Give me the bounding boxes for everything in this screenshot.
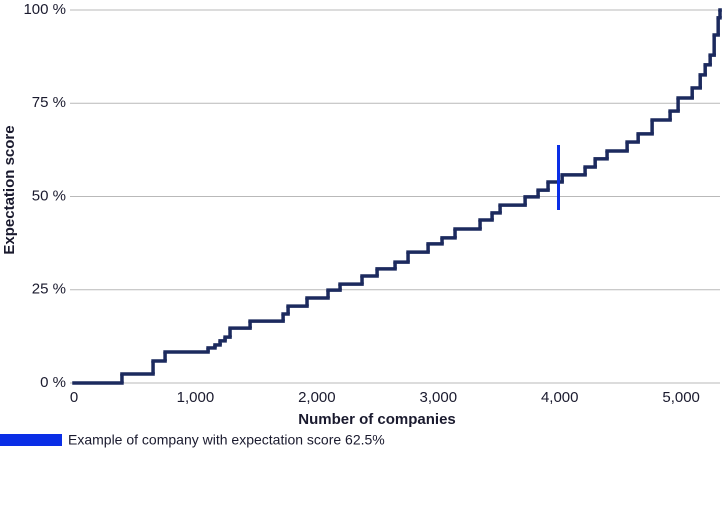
y-tick-label: 0 %: [40, 374, 66, 391]
x-tick-label: 5,000: [662, 389, 700, 406]
y-tick-label: 50 %: [32, 187, 66, 204]
y-tick-label: 100 %: [23, 1, 66, 18]
y-tick-label: 75 %: [32, 94, 66, 111]
legend-swatch: [0, 434, 62, 446]
y-axis-label: Expectation score: [1, 125, 18, 254]
x-tick-label: 3,000: [420, 389, 458, 406]
x-tick-label: 2,000: [298, 389, 336, 406]
legend-label: Example of company with expectation scor…: [68, 432, 385, 448]
x-tick-label: 1,000: [177, 389, 215, 406]
y-tick-label: 25 %: [32, 281, 66, 298]
x-tick-label: 4,000: [541, 389, 579, 406]
x-axis-label: Number of companies: [298, 411, 456, 428]
x-tick-label: 0: [70, 389, 78, 406]
